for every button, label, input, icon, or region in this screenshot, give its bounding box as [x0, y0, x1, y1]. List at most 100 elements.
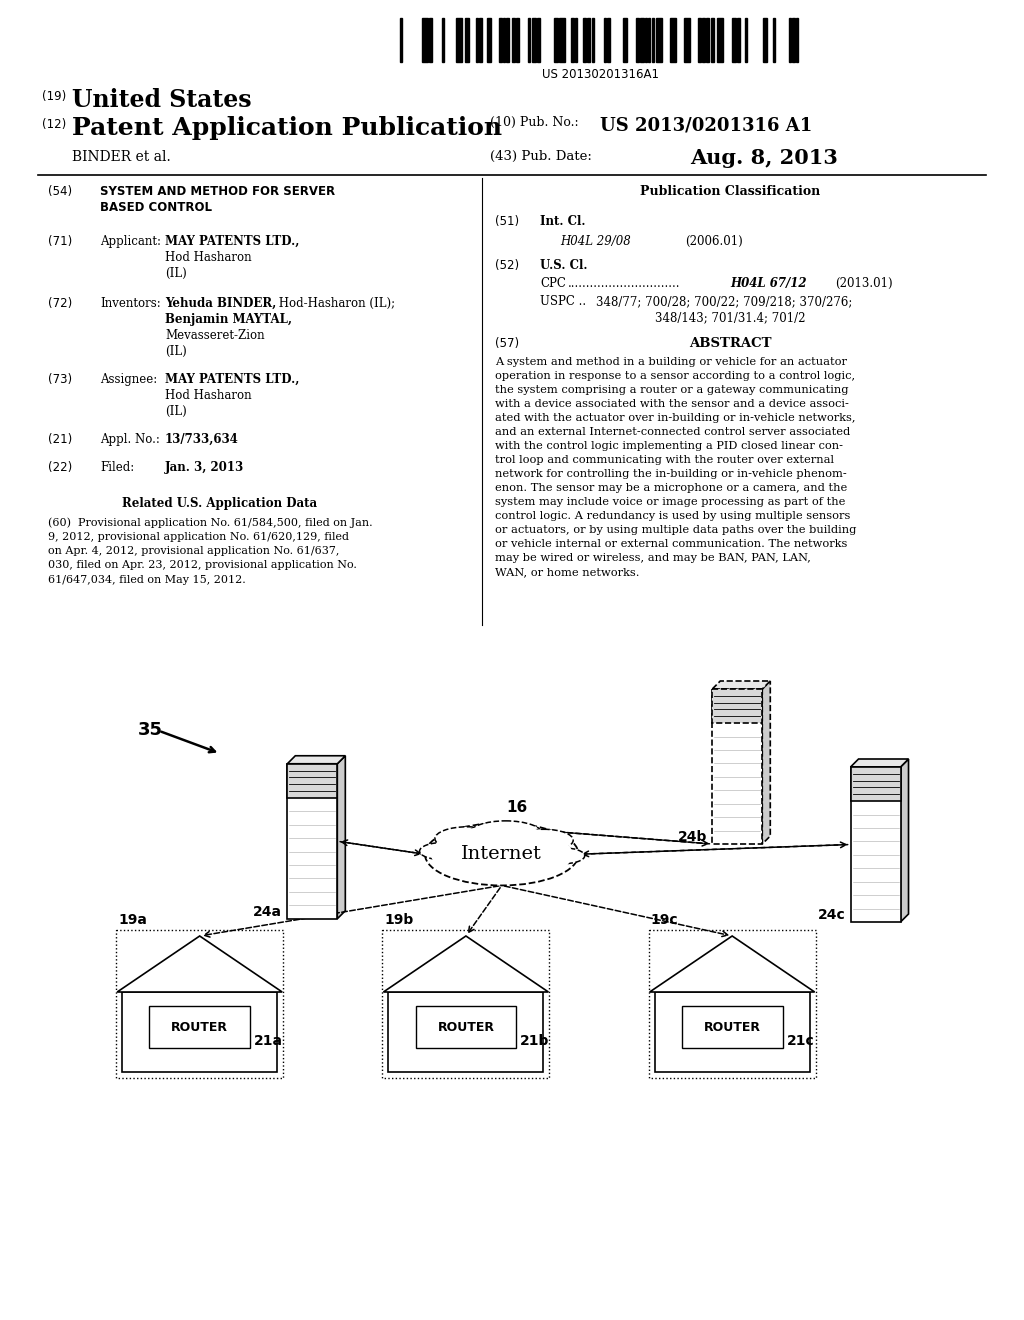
Bar [116, 931, 284, 1078]
Text: US 20130201316A1: US 20130201316A1 [542, 69, 658, 81]
Bar [652, 18, 654, 62]
Bar [575, 18, 577, 62]
Text: A system and method in a building or vehicle for an actuator: A system and method in a building or veh… [495, 356, 847, 367]
Bar [442, 18, 444, 62]
Text: 24b: 24b [678, 830, 708, 843]
Bar [288, 764, 337, 919]
Bar [645, 18, 647, 62]
Bar [288, 764, 337, 797]
Text: 61/647,034, filed on May 15, 2012.: 61/647,034, filed on May 15, 2012. [48, 576, 246, 585]
Polygon shape [762, 681, 770, 843]
Bar [506, 18, 509, 62]
Bar [773, 18, 775, 62]
Bar [604, 18, 606, 62]
Text: Related U.S. Application Data: Related U.S. Application Data [123, 498, 317, 510]
Text: may be wired or wireless, and may be BAN, PAN, LAN,: may be wired or wireless, and may be BAN… [495, 553, 811, 564]
Bar [528, 18, 530, 62]
Text: Hod-Hasharon (IL);: Hod-Hasharon (IL); [275, 297, 395, 310]
Text: 24c: 24c [818, 908, 846, 921]
Text: 16: 16 [507, 800, 528, 814]
Bar [487, 18, 490, 62]
Polygon shape [117, 936, 283, 993]
Bar [682, 1006, 782, 1048]
Bar [587, 18, 590, 62]
Text: Hod Hasharon: Hod Hasharon [165, 389, 252, 403]
Text: with a device associated with the sensor and a device associ-: with a device associated with the sensor… [495, 399, 849, 409]
Text: ROUTER: ROUTER [703, 1020, 761, 1034]
Text: Int. Cl.: Int. Cl. [540, 215, 586, 228]
Polygon shape [288, 756, 345, 764]
Text: (54): (54) [48, 185, 72, 198]
Bar [422, 18, 428, 62]
Text: (60)  Provisional application No. 61/584,500, filed on Jan.: (60) Provisional application No. 61/584,… [48, 517, 373, 528]
Bar [532, 18, 536, 62]
Text: MAY PATENTS LTD.,: MAY PATENTS LTD., [165, 235, 299, 248]
Bar [636, 18, 639, 62]
Text: trol loop and communicating with the router over external: trol loop and communicating with the rou… [495, 455, 834, 465]
Text: (73): (73) [48, 374, 72, 385]
Text: Hod Hasharon: Hod Hasharon [165, 251, 252, 264]
Bar [571, 18, 574, 62]
Text: 19c: 19c [650, 913, 678, 927]
Text: (12): (12) [42, 117, 67, 131]
Text: enon. The sensor may be a microphone or a camera, and the: enon. The sensor may be a microphone or … [495, 483, 847, 492]
Text: 24a: 24a [253, 904, 283, 919]
Text: Mevasseret-Zion: Mevasseret-Zion [165, 329, 264, 342]
Text: and an external Internet-connected control server associated: and an external Internet-connected contr… [495, 426, 850, 437]
Text: ABSTRACT: ABSTRACT [689, 337, 771, 350]
Bar [583, 18, 586, 62]
Bar [429, 18, 432, 62]
Bar [382, 931, 550, 1078]
Text: Aug. 8, 2013: Aug. 8, 2013 [690, 148, 838, 168]
Bar [150, 1006, 250, 1048]
Text: H04L 29/08: H04L 29/08 [560, 235, 631, 248]
Text: (43) Pub. Date:: (43) Pub. Date: [490, 150, 592, 162]
Bar [476, 18, 478, 62]
Text: (22): (22) [48, 461, 73, 474]
Text: ROUTER: ROUTER [171, 1020, 228, 1034]
Text: 21c: 21c [786, 1034, 814, 1048]
Text: Yehuda BINDER,: Yehuda BINDER, [165, 297, 276, 310]
Bar [732, 18, 736, 62]
Bar [537, 18, 540, 62]
Bar [737, 18, 740, 62]
Ellipse shape [539, 847, 585, 863]
Polygon shape [713, 681, 770, 689]
Text: Assignee:: Assignee: [100, 374, 158, 385]
Text: control logic. A redundancy is used by using multiple sensors: control logic. A redundancy is used by u… [495, 511, 850, 521]
Text: (2013.01): (2013.01) [835, 277, 893, 290]
Bar [640, 18, 644, 62]
Bar [790, 18, 791, 62]
Polygon shape [383, 936, 549, 993]
Text: H04L 67/12: H04L 67/12 [730, 277, 807, 290]
Bar [554, 18, 558, 62]
Text: (21): (21) [48, 433, 73, 446]
Text: Internet: Internet [462, 845, 542, 863]
Text: Inventors:: Inventors: [100, 297, 161, 310]
Bar [592, 18, 594, 62]
Bar [607, 18, 610, 62]
Bar [702, 18, 705, 62]
Text: Patent Application Publication: Patent Application Publication [72, 116, 502, 140]
Text: (51): (51) [495, 215, 519, 228]
Bar [416, 1006, 516, 1048]
Text: ated with the actuator over in-building or in-vehicle networks,: ated with the actuator over in-building … [495, 413, 855, 422]
Ellipse shape [469, 821, 543, 847]
Text: (2006.01): (2006.01) [685, 235, 742, 248]
Text: (52): (52) [495, 259, 519, 272]
Bar [851, 767, 900, 921]
Bar [400, 18, 402, 62]
Bar [706, 18, 709, 62]
Text: Applicant:: Applicant: [100, 235, 161, 248]
Text: 13/733,634: 13/733,634 [165, 433, 239, 446]
Text: 35: 35 [138, 721, 163, 739]
Text: with the control logic implementing a PID closed linear con-: with the control logic implementing a PI… [495, 441, 843, 451]
Bar [698, 18, 701, 62]
Text: US 2013/0201316 A1: US 2013/0201316 A1 [600, 116, 812, 135]
Text: 348/77; 700/28; 700/22; 709/218; 370/276;: 348/77; 700/28; 700/22; 709/218; 370/276… [596, 294, 852, 308]
Text: operation in response to a sensor according to a control logic,: operation in response to a sensor accord… [495, 371, 855, 381]
Text: Benjamin MAYTAL,: Benjamin MAYTAL, [165, 313, 292, 326]
Text: MAY PATENTS LTD.,: MAY PATENTS LTD., [165, 374, 299, 385]
Polygon shape [900, 759, 908, 921]
Polygon shape [649, 936, 815, 993]
